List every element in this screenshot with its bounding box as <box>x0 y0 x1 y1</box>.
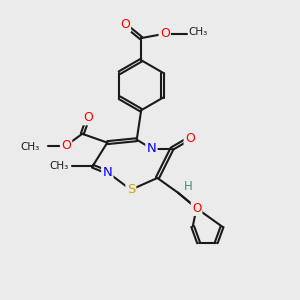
Text: N: N <box>147 142 156 155</box>
Text: O: O <box>61 139 71 152</box>
Text: CH₃: CH₃ <box>188 27 208 37</box>
Text: O: O <box>192 202 201 215</box>
Text: O: O <box>120 18 130 32</box>
Text: H: H <box>184 180 193 193</box>
Text: O: O <box>83 111 93 124</box>
Text: O: O <box>185 132 195 145</box>
Text: O: O <box>160 27 170 40</box>
Text: N: N <box>102 166 112 178</box>
Text: CH₃: CH₃ <box>20 142 40 152</box>
Text: CH₃: CH₃ <box>50 161 69 171</box>
Text: S: S <box>127 183 135 196</box>
